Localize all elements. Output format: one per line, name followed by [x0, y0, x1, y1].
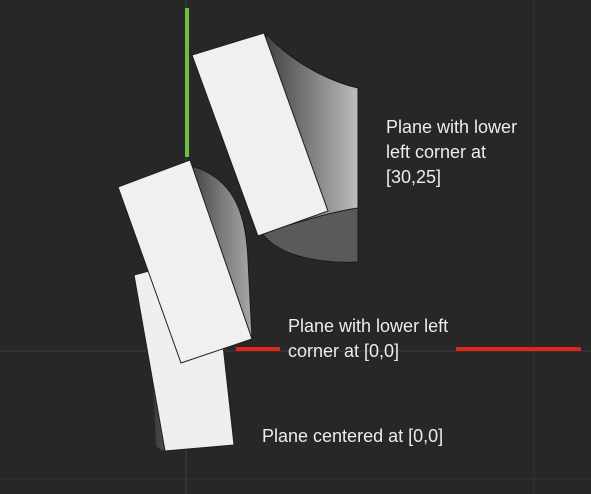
- annotation-plane-corner-30-25: Plane with lower left corner at [30,25]: [386, 117, 518, 187]
- annotation-plane-corner-0-0: Plane with lower left corner at [0,0]: [288, 316, 449, 361]
- plane-corner-origin: [117, 159, 253, 364]
- plane-corner-30-25: [191, 32, 359, 263]
- annotation-plane-centered: Plane centered at [0,0]: [262, 426, 444, 446]
